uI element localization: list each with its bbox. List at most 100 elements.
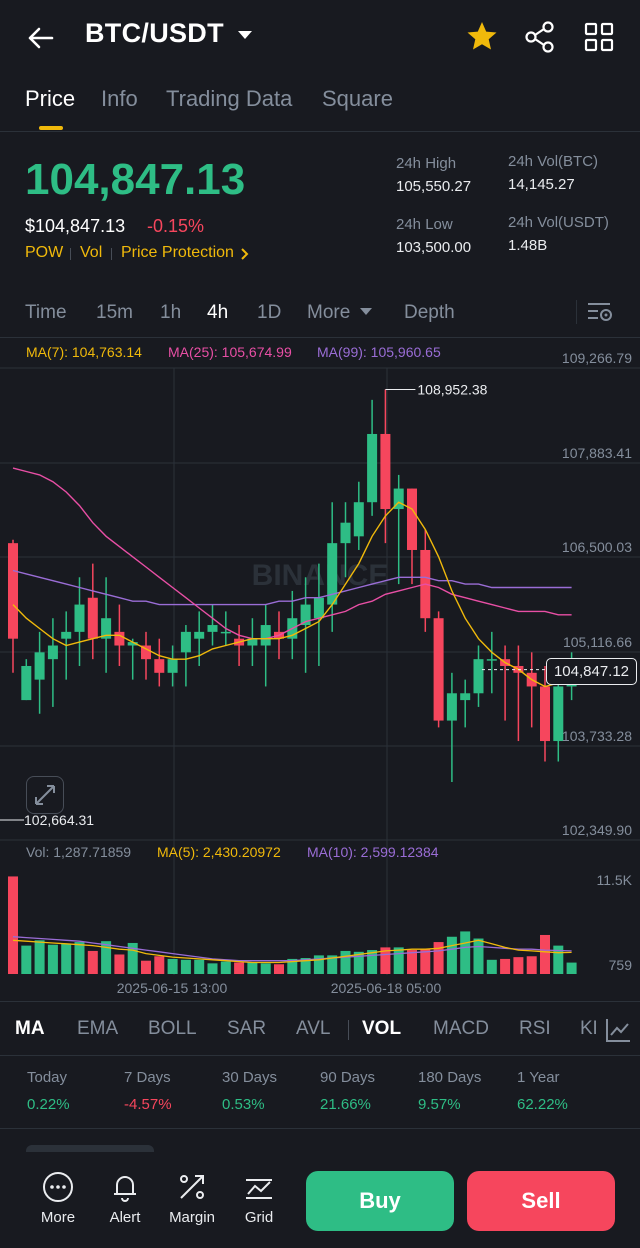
volume-bar-up [167, 958, 178, 974]
tag-price-protection[interactable]: Price Protection [121, 244, 234, 261]
stat-high-label: 24h High [396, 155, 457, 172]
tab-price[interactable]: Price [25, 86, 76, 111]
divider [0, 1055, 640, 1056]
y-tick-label: 109,266.79 [562, 350, 632, 366]
volume-bar-up [446, 936, 457, 974]
volume-bar-up [101, 941, 112, 974]
ind-sar[interactable]: SAR [227, 1018, 267, 1039]
candle-up [367, 433, 378, 503]
tf-15m[interactable]: 15m [96, 302, 133, 323]
tf-1h[interactable]: 1h [160, 302, 182, 323]
star-icon[interactable] [463, 18, 501, 56]
back-arrow-icon[interactable] [22, 20, 58, 56]
ind-ema[interactable]: EMA [77, 1018, 119, 1039]
margin-label[interactable]: Margin [169, 1209, 215, 1226]
volume-bar-up [300, 958, 311, 974]
tf-more[interactable]: More [307, 302, 351, 323]
more-icon[interactable] [41, 1170, 75, 1204]
buy-button[interactable]: Buy [306, 1171, 454, 1231]
expand-icon [35, 785, 55, 805]
volume-bar-down [234, 962, 245, 974]
more-label[interactable]: More [40, 1209, 76, 1226]
ma99-line [12, 569, 572, 606]
alert-label[interactable]: Alert [109, 1209, 141, 1226]
tab-info[interactable]: Info [101, 86, 138, 111]
ind-kd[interactable]: KD [580, 1018, 600, 1039]
bell-icon[interactable] [108, 1170, 142, 1204]
tf-depth[interactable]: Depth [404, 302, 455, 323]
header: BTC/USDT [0, 0, 640, 72]
candle-up [460, 693, 471, 701]
volume-bar-up [553, 945, 564, 974]
tab-trading-data[interactable]: Trading Data [166, 86, 293, 111]
ind-vol[interactable]: VOL [362, 1018, 402, 1039]
perf-label-today: Today [27, 1069, 68, 1086]
candle-down [141, 645, 151, 660]
share-icon[interactable] [521, 18, 559, 56]
expand-chart-button[interactable] [26, 776, 64, 814]
perf-label-7d: 7 Days [124, 1069, 171, 1086]
candle-up [167, 659, 178, 673]
candle-up [220, 631, 231, 634]
x-tick-label: 2025-06-15 13:00 [117, 980, 228, 996]
volume-bar-up [74, 942, 85, 974]
volume-bar-down [526, 956, 537, 974]
candle-up [486, 659, 497, 661]
chevron-right-icon[interactable] [240, 247, 250, 261]
candle-up [340, 522, 351, 544]
volume-bar-down [141, 960, 151, 974]
candle-down [380, 433, 391, 510]
candle-up [47, 645, 58, 660]
volume-bar-down [513, 957, 524, 974]
grid-icon[interactable] [580, 18, 618, 56]
volume-bar-up [313, 955, 324, 974]
candle-up [127, 642, 138, 646]
stat-high: 105,550.27 [396, 178, 472, 195]
volume-bar-down [87, 950, 98, 974]
stat-low: 103,500.00 [396, 239, 472, 256]
volume-bar-down [407, 950, 417, 974]
tf-4h[interactable]: 4h [207, 302, 229, 323]
caret-down-icon[interactable] [238, 31, 252, 39]
stat-low-label: 24h Low [396, 216, 453, 233]
perf-value-30d: 0.53% [222, 1096, 265, 1113]
divider [0, 131, 640, 132]
ind-avl[interactable]: AVL [296, 1018, 331, 1039]
grid-label[interactable]: Grid [244, 1209, 274, 1226]
chevron-down-icon[interactable] [360, 308, 372, 315]
volume-bar-down [114, 954, 125, 974]
pair-title[interactable]: BTC/USDT [85, 18, 224, 48]
ind-ma[interactable]: MA [15, 1018, 45, 1039]
candle-up [353, 502, 364, 537]
candle-up [61, 631, 72, 639]
tf-time[interactable]: Time [25, 302, 67, 323]
volume-bar-up [247, 962, 258, 974]
ind-boll[interactable]: BOLL [148, 1018, 197, 1039]
candle-up [74, 604, 85, 632]
candle-up [21, 665, 32, 701]
collapsed-panel-handle[interactable] [26, 1145, 154, 1155]
volume-bar-up [127, 942, 138, 974]
last-price: 104,847.13 [25, 155, 246, 204]
kline-chart[interactable]: BINANCE 109,266.79 107,883.41 106,500.03 10… [0, 335, 640, 1005]
volume-bar-up [353, 951, 364, 974]
tag-vol[interactable]: Vol [80, 244, 103, 261]
ind-rsi[interactable]: RSI [519, 1018, 551, 1039]
indicator-settings-button[interactable] [596, 1012, 640, 1048]
volume-bar-up [486, 959, 497, 974]
volume-bar-up [566, 962, 577, 974]
tab-square[interactable]: Square [322, 86, 393, 111]
margin-icon[interactable] [175, 1170, 209, 1204]
candle-up [101, 618, 112, 639]
tag-pow[interactable]: POW [25, 244, 64, 261]
volume-bar-up [180, 959, 191, 974]
tag-separator [111, 248, 112, 260]
active-tab-indicator [39, 126, 63, 130]
volume-bar-up [287, 958, 298, 974]
sell-button[interactable]: Sell [467, 1171, 615, 1231]
candle-up [34, 652, 45, 680]
chart-settings-icon[interactable] [586, 299, 614, 325]
ind-macd[interactable]: MACD [433, 1018, 489, 1039]
tf-1d[interactable]: 1D [257, 302, 282, 323]
grid-bot-icon[interactable] [242, 1170, 276, 1204]
